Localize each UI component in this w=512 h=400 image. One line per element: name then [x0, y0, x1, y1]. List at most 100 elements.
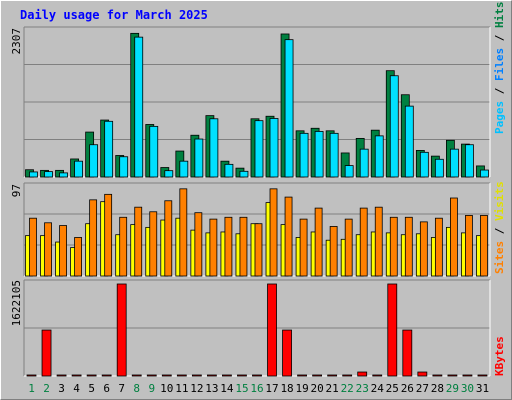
sites-bar — [104, 193, 113, 277]
sites-bar — [480, 215, 488, 277]
day-label: 19 — [295, 382, 308, 395]
day-label: 25 — [386, 382, 399, 395]
kbytes-bar — [252, 374, 262, 377]
sites-bar — [119, 216, 128, 277]
day-label: 21 — [326, 382, 339, 395]
kbytes-bar — [101, 374, 112, 377]
files-bar — [29, 171, 38, 178]
kbytes-bar — [447, 374, 458, 377]
kbytes-bar — [312, 374, 323, 377]
day-label: 17 — [265, 382, 278, 395]
kbytes-bar — [237, 374, 247, 377]
day-label: 18 — [280, 382, 293, 395]
sites-bar — [44, 222, 52, 277]
files-bar — [465, 144, 474, 178]
kbytes-bar — [222, 374, 232, 377]
files-bar — [389, 75, 399, 178]
kbytes-bar — [41, 329, 52, 377]
day-label: 30 — [461, 382, 474, 395]
hits-ymax-label: 2307 — [10, 28, 23, 55]
kbytes-bar — [267, 283, 277, 377]
day-label: 14 — [220, 382, 234, 395]
day-label: 8 — [133, 382, 140, 395]
kbytes-bar — [176, 374, 187, 377]
chart-title: Daily usage for March 2025 — [20, 8, 208, 22]
kbytes-bar — [477, 374, 488, 377]
files-bar — [359, 148, 369, 178]
files-bar — [269, 118, 279, 178]
legend-item: Hits — [493, 2, 506, 29]
legends: Pages / Files / Hits Sites / Visits KBytes — [493, 2, 506, 377]
legend-kbytes: KBytes — [493, 336, 506, 376]
kbytes-bar — [327, 374, 338, 377]
files-bar — [254, 120, 264, 178]
files-bar — [149, 125, 159, 178]
files-bar — [344, 165, 354, 178]
sites-bar — [29, 217, 37, 277]
files-bar — [404, 105, 414, 178]
kbytes-bar — [342, 374, 353, 377]
day-label: 28 — [431, 382, 444, 395]
sites-bar — [359, 207, 368, 277]
kbytes-bar — [432, 374, 443, 377]
kbytes-bar — [462, 374, 473, 377]
kbytes-ymax-label: 1622105 — [10, 280, 23, 326]
sites-bar — [194, 212, 203, 277]
day-label: 1 — [28, 382, 35, 395]
kbytes-bar — [372, 374, 383, 377]
sites-bar — [299, 218, 308, 277]
day-label: 10 — [160, 382, 173, 395]
files-bar — [89, 144, 99, 178]
legend-item: Sites — [493, 241, 506, 274]
sites-bar — [450, 197, 458, 277]
sites-bar — [329, 226, 338, 277]
files-bar — [329, 132, 339, 178]
kbytes-bar — [71, 374, 82, 377]
legend-item: Visits — [493, 181, 506, 221]
day-label: 4 — [73, 382, 80, 395]
sites-bar — [224, 216, 233, 277]
day-label: 23 — [356, 382, 369, 395]
kbytes-bar — [146, 374, 157, 377]
day-label: 31 — [476, 382, 489, 395]
legend-hits: Pages / Files / Hits — [493, 2, 506, 135]
sites-bar — [239, 216, 248, 277]
files-bar — [194, 138, 204, 178]
day-label: 3 — [58, 382, 65, 395]
day-label: 27 — [416, 382, 429, 395]
sites-bar — [314, 207, 323, 277]
day-label: 16 — [250, 382, 263, 395]
kbytes-bar — [387, 283, 398, 377]
sites-bar — [149, 211, 158, 277]
day-label: 22 — [341, 382, 354, 395]
day-label: 11 — [175, 382, 188, 395]
sites-bar — [389, 216, 398, 277]
sites-bar — [374, 206, 383, 277]
files-bar — [299, 132, 309, 178]
files-bar — [419, 151, 429, 178]
sites-bar — [179, 188, 188, 277]
files-bar — [224, 163, 234, 178]
day-label: 13 — [205, 382, 218, 395]
sites-bar — [74, 237, 82, 277]
kbytes-bar — [26, 374, 37, 377]
sites-bar — [209, 218, 218, 277]
kbytes-bar — [86, 374, 97, 377]
day-label: 5 — [88, 382, 95, 395]
bars — [25, 32, 489, 377]
files-bar — [74, 160, 83, 178]
files-bar — [374, 135, 384, 178]
files-bar — [434, 158, 444, 178]
sites-bar — [164, 200, 173, 277]
sites-bar — [465, 215, 473, 277]
files-bar — [44, 171, 53, 178]
kbytes-bar — [191, 374, 202, 377]
sites-bar — [404, 216, 413, 277]
kbytes-bar — [357, 371, 368, 377]
files-bar — [239, 170, 249, 178]
sites-bar — [419, 221, 428, 277]
legend-separator: / — [493, 81, 506, 101]
sites-bar — [59, 225, 67, 277]
kbytes-bar — [417, 371, 428, 377]
